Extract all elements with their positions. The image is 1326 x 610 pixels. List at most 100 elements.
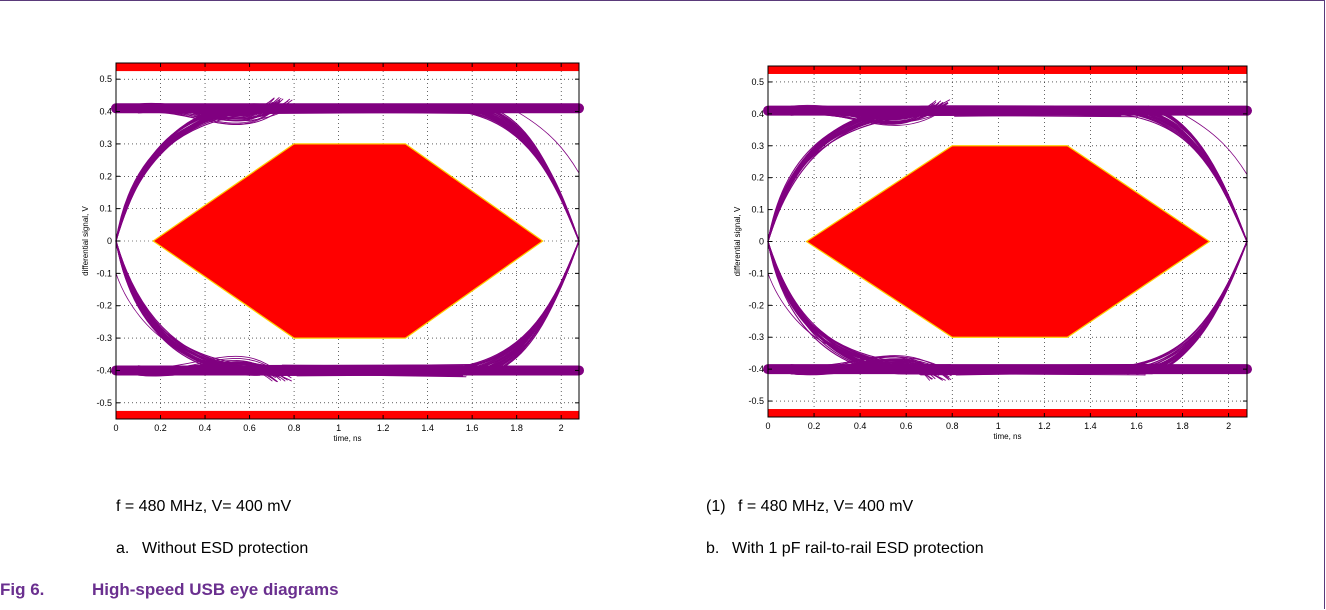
eye-traces bbox=[763, 99, 1252, 381]
y-tick-label: -0.5 bbox=[96, 398, 112, 408]
x-tick-label: 0.2 bbox=[154, 423, 167, 433]
note-left: f = 480 MHz, V= 400 mV bbox=[116, 498, 291, 516]
x-tick-label: 2 bbox=[1226, 421, 1231, 431]
x-tick-label: 0.6 bbox=[900, 421, 913, 431]
stray-trace-left bbox=[115, 272, 173, 345]
x-tick-label: 0.8 bbox=[946, 421, 959, 431]
subcaption-a-text: Without ESD protection bbox=[142, 540, 309, 557]
y-tick-label: -0.5 bbox=[748, 396, 764, 406]
x-tick-label: 0.4 bbox=[854, 421, 867, 431]
y-tick-label: 0.2 bbox=[99, 171, 112, 181]
trace-fall-left bbox=[767, 240, 915, 374]
trace-mid-lower bbox=[790, 356, 932, 375]
x-tick-label: 1.4 bbox=[421, 423, 434, 433]
x-tick-label: 0 bbox=[765, 421, 770, 431]
x-tick-label: 1.6 bbox=[1130, 421, 1143, 431]
x-tick-label: 1.6 bbox=[466, 423, 479, 433]
eye-traces bbox=[111, 97, 584, 383]
x-axis-label: time, ns bbox=[333, 434, 361, 443]
trace-high-run bbox=[913, 109, 1142, 112]
x-tick-label: 1.2 bbox=[1038, 421, 1051, 431]
y-tick-label: -0.1 bbox=[96, 268, 112, 278]
y-tick-label: -0.3 bbox=[748, 332, 764, 342]
trace-rise-right bbox=[488, 240, 580, 373]
eye-diagram-a: 0.5 0.4 0.3 0.2 0.1 0 -0.1 -0.2 -0.3 -0.4 -0.5 0 0.2… bbox=[81, 62, 584, 443]
y-tick-label: 0.4 bbox=[99, 107, 112, 117]
subcaption-a-letter: a. bbox=[116, 540, 130, 557]
note-right: (1) f = 480 MHz, V= 400 mV bbox=[706, 498, 913, 516]
trace-low-run bbox=[270, 370, 461, 373]
x-tick-label: 1.2 bbox=[377, 423, 390, 433]
x-tick-label: 0.4 bbox=[199, 423, 212, 433]
trace-rise-right bbox=[487, 240, 580, 371]
figure-caption: Fig 6. High-speed USB eye diagrams bbox=[0, 580, 339, 600]
y-tick-label: 0.1 bbox=[751, 205, 764, 215]
y-tick-label: 0 bbox=[759, 237, 764, 247]
trace-mid-lower bbox=[790, 363, 942, 380]
y-tick-label: -0.4 bbox=[748, 364, 764, 374]
eye-mask bbox=[152, 143, 544, 339]
trace-mid-upper bbox=[137, 105, 287, 120]
y-tick-label: 0.5 bbox=[751, 77, 764, 87]
x-tick-label: 0.2 bbox=[808, 421, 821, 431]
stray-trace-right bbox=[516, 111, 580, 174]
trace-fall-right bbox=[1140, 110, 1248, 243]
y-tick-label: 0.3 bbox=[99, 139, 112, 149]
x-tick-label: 1 bbox=[996, 421, 1001, 431]
figure-title: High-speed USB eye diagrams bbox=[92, 580, 339, 599]
y-tick-label: -0.3 bbox=[96, 333, 112, 343]
stray-trace-left bbox=[767, 273, 826, 345]
x-tick-label: 0.6 bbox=[243, 423, 256, 433]
trace-high-run bbox=[940, 105, 1149, 107]
trace-mid-upper bbox=[137, 101, 277, 117]
trace-fall-left bbox=[115, 240, 272, 372]
trace-mid-lower bbox=[137, 363, 290, 377]
x-tick-label: 2 bbox=[559, 423, 564, 433]
trace-low-run bbox=[913, 371, 1143, 374]
trace-low-run bbox=[290, 368, 489, 371]
trace-high-run bbox=[934, 112, 1143, 116]
y-axis-label: differential signal, V bbox=[81, 206, 90, 276]
trace-mid-upper bbox=[790, 104, 937, 118]
y-tick-label: -0.4 bbox=[96, 365, 112, 375]
x-tick-label: 0.8 bbox=[288, 423, 301, 433]
trace-rise-left bbox=[767, 110, 915, 243]
y-tick-label: -0.2 bbox=[748, 300, 764, 310]
note-right-prefix: (1) bbox=[706, 498, 726, 515]
x-tick-label: 0 bbox=[113, 423, 118, 433]
trace-fall-left bbox=[115, 240, 292, 371]
x-tick-label: 1.8 bbox=[1176, 421, 1189, 431]
trace-low-run bbox=[259, 373, 467, 378]
trace-rise-left bbox=[767, 109, 915, 243]
subcaption-b-letter: b. bbox=[706, 540, 720, 557]
trace-fall-right bbox=[1141, 109, 1248, 243]
trace-low-run bbox=[262, 367, 481, 370]
y-axis-label: differential signal, V bbox=[733, 206, 742, 276]
upper-limit-band bbox=[116, 63, 579, 72]
note-right-text: f = 480 MHz, V= 400 mV bbox=[738, 498, 914, 515]
y-tick-label: 0.3 bbox=[751, 141, 764, 151]
trace-fall-left bbox=[115, 240, 261, 376]
trace-mid-lower bbox=[137, 365, 276, 378]
y-tick-label: 0.4 bbox=[751, 109, 764, 119]
y-tick-label: 0.5 bbox=[99, 74, 112, 84]
y-tick-label: -0.1 bbox=[748, 268, 764, 278]
lower-limit-band bbox=[768, 409, 1247, 417]
trace-rise-left bbox=[767, 113, 941, 243]
stray-trace-right bbox=[1182, 113, 1248, 175]
trace-fall-right bbox=[487, 111, 580, 242]
lower-limit-band bbox=[116, 410, 579, 419]
y-tick-label: 0.2 bbox=[751, 173, 764, 183]
figure-number: Fig 6. bbox=[0, 580, 45, 599]
trace-mid-upper bbox=[790, 102, 949, 119]
y-tick-label: -0.2 bbox=[96, 301, 112, 311]
trace-rise-right bbox=[1140, 240, 1248, 374]
trace-mid-upper bbox=[790, 108, 941, 124]
trace-low-run bbox=[281, 364, 485, 368]
y-tick-label: 0 bbox=[107, 236, 112, 246]
trace-mid-upper bbox=[137, 106, 285, 125]
trace-high-run bbox=[290, 110, 489, 113]
subcaption-b: b. With 1 pF rail-to-rail ESD protection bbox=[706, 540, 984, 558]
trace-rise-left bbox=[115, 111, 292, 242]
